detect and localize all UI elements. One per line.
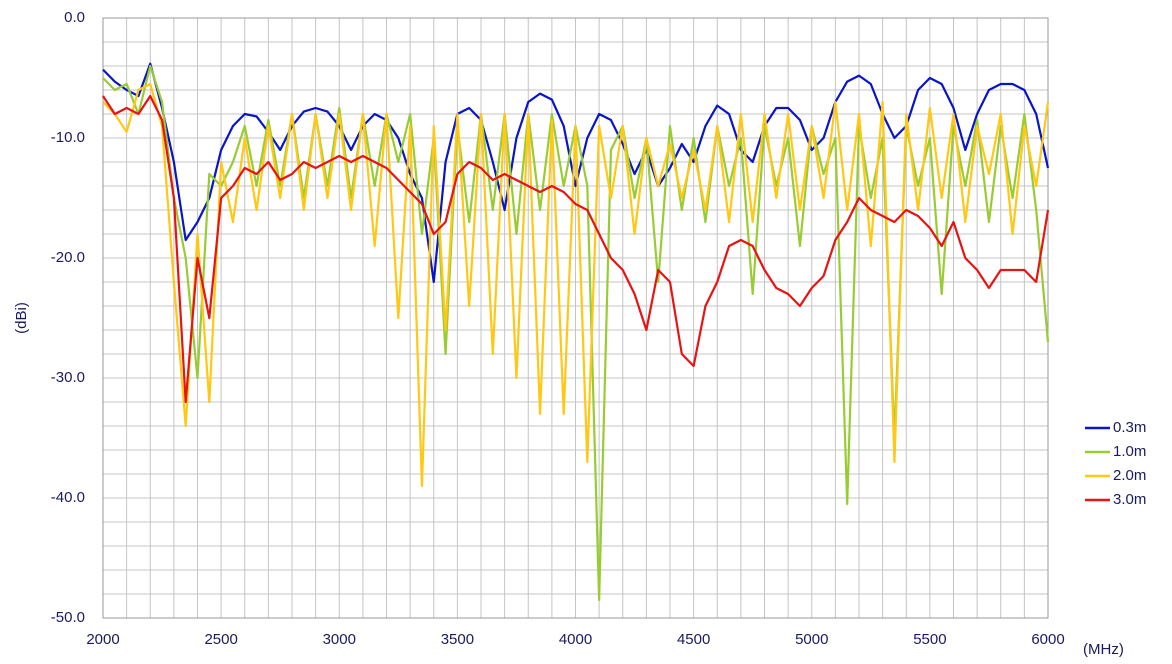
legend-label: 1.0m bbox=[1113, 443, 1146, 460]
y-tick-label: -40.0 bbox=[51, 489, 85, 506]
legend-label: 0.3m bbox=[1113, 419, 1146, 436]
legend-label: 2.0m bbox=[1113, 467, 1146, 484]
x-tick-label: 5000 bbox=[795, 631, 828, 648]
y-tick-label: -30.0 bbox=[51, 369, 85, 386]
legend-label: 3.0m bbox=[1113, 491, 1146, 508]
series-line bbox=[102, 94, 1050, 404]
y-tick-label: 0.0 bbox=[64, 9, 85, 26]
x-tick-label: 6000 bbox=[1031, 631, 1064, 648]
y-tick-label: -20.0 bbox=[51, 249, 85, 266]
x-tick-label: 4000 bbox=[559, 631, 592, 648]
x-tick-label: 5500 bbox=[913, 631, 946, 648]
x-tick-label: 4500 bbox=[677, 631, 710, 648]
y-axis-label: (dBi) bbox=[13, 302, 30, 334]
x-tick-label: 3500 bbox=[441, 631, 474, 648]
x-tick-label: 3000 bbox=[323, 631, 356, 648]
y-tick-label: -10.0 bbox=[51, 129, 85, 146]
y-tick-label: -50.0 bbox=[51, 609, 85, 626]
x-axis-label: (MHz) bbox=[1083, 641, 1124, 658]
series-line bbox=[102, 82, 1050, 488]
x-tick-label: 2500 bbox=[204, 631, 237, 648]
plot-frame bbox=[102, 17, 1049, 619]
x-tick-label: 2000 bbox=[86, 631, 119, 648]
series-line bbox=[102, 62, 1050, 284]
